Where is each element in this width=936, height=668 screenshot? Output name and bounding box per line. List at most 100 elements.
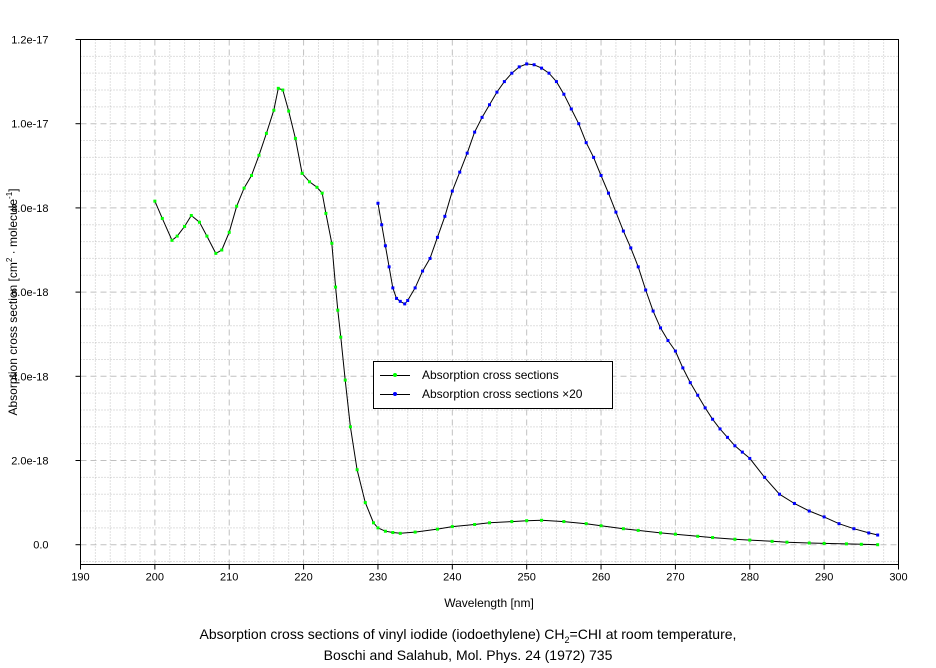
data-point-series-1 bbox=[859, 542, 863, 546]
data-point-series-1 bbox=[320, 191, 324, 195]
legend-swatch bbox=[380, 372, 410, 377]
data-point-series-2 bbox=[569, 107, 573, 111]
data-point-series-2 bbox=[428, 256, 432, 260]
data-point-series-1 bbox=[785, 540, 789, 544]
data-point-series-1 bbox=[696, 534, 700, 538]
data-point-series-2 bbox=[733, 444, 737, 448]
data-point-series-1 bbox=[315, 185, 319, 189]
x-tick-label: 270 bbox=[666, 572, 684, 584]
ticks: 190 200 210 220 230 240 250 260 270 280 290 300 0.0 2… bbox=[11, 35, 907, 584]
caption-line-2: Boschi and Salahub, Mol. Phys. 24 (1972)… bbox=[323, 647, 613, 663]
legend-item-series-1: Absorption cross sections bbox=[380, 367, 559, 383]
legend-swatch bbox=[380, 391, 410, 396]
data-point-series-2 bbox=[621, 229, 625, 233]
series-line-2 bbox=[377, 63, 878, 536]
data-point-series-1 bbox=[264, 131, 268, 135]
data-point-series-1 bbox=[293, 136, 297, 140]
data-point-series-2 bbox=[599, 173, 603, 177]
data-point-series-2 bbox=[510, 71, 514, 75]
legend-label: Absorption cross sections ×20 bbox=[422, 387, 583, 401]
data-point-series-1 bbox=[363, 501, 367, 505]
x-tick-label: 260 bbox=[592, 572, 610, 584]
data-point-series-1 bbox=[339, 335, 343, 339]
data-point-series-1 bbox=[383, 529, 387, 533]
data-point-series-1 bbox=[214, 251, 218, 255]
data-point-series-2 bbox=[502, 80, 506, 84]
data-point-series-1 bbox=[281, 88, 285, 92]
series-line-1 bbox=[154, 87, 878, 546]
x-tick-label: 250 bbox=[518, 572, 536, 584]
data-point-series-1 bbox=[355, 468, 359, 472]
data-point-series-2 bbox=[458, 170, 462, 174]
data-point-series-1 bbox=[621, 527, 625, 531]
data-point-series-2 bbox=[387, 265, 391, 269]
data-point-series-1 bbox=[510, 520, 514, 524]
data-point-series-2 bbox=[532, 63, 536, 67]
data-point-series-1 bbox=[287, 109, 291, 113]
data-point-series-1 bbox=[257, 153, 261, 157]
data-point-series-1 bbox=[636, 528, 640, 532]
data-point-series-1 bbox=[175, 234, 179, 238]
data-point-series-2 bbox=[465, 151, 469, 155]
data-point-series-1 bbox=[170, 238, 174, 242]
data-point-series-1 bbox=[844, 542, 848, 546]
y-axis-label: Absorption cross section [cm2 · molecule… bbox=[5, 188, 20, 415]
data-point-series-2 bbox=[584, 141, 588, 145]
data-point-series-1 bbox=[770, 539, 774, 543]
x-tick-label: 220 bbox=[294, 572, 312, 584]
data-point-series-2 bbox=[398, 299, 402, 303]
plot-frame bbox=[80, 39, 899, 565]
data-point-series-1 bbox=[659, 531, 663, 535]
data-point-series-1 bbox=[348, 425, 352, 429]
data-point-series-2 bbox=[540, 66, 544, 70]
data-point-series-1 bbox=[525, 519, 529, 523]
data-point-series-2 bbox=[644, 288, 648, 292]
data-point-series-2 bbox=[517, 65, 521, 69]
data-point-series-2 bbox=[554, 80, 558, 84]
data-point-series-2 bbox=[807, 509, 811, 513]
data-point-series-2 bbox=[688, 381, 692, 385]
data-point-series-1 bbox=[324, 211, 328, 215]
data-point-series-1 bbox=[391, 531, 395, 535]
y-tick-label: 8.0e-18 bbox=[11, 203, 48, 215]
data-point-series-2 bbox=[792, 501, 796, 505]
y-tick-label: 2.0e-18 bbox=[11, 456, 48, 468]
x-tick-label: 230 bbox=[369, 572, 387, 584]
data-point-series-2 bbox=[718, 427, 722, 431]
data-point-series-1 bbox=[343, 378, 347, 382]
data-point-series-2 bbox=[763, 475, 767, 479]
data-point-series-1 bbox=[822, 541, 826, 545]
x-tick-label: 290 bbox=[815, 572, 833, 584]
data-point-series-1 bbox=[308, 180, 312, 184]
data-point-series-2 bbox=[659, 326, 663, 330]
data-point-series-2 bbox=[495, 90, 499, 94]
data-point-series-2 bbox=[606, 191, 610, 195]
data-point-series-1 bbox=[413, 530, 417, 534]
data-point-series-2 bbox=[629, 246, 633, 250]
data-point-series-2 bbox=[867, 531, 871, 535]
data-point-series-2 bbox=[614, 210, 618, 214]
data-point-series-2 bbox=[525, 62, 529, 66]
data-point-series-1 bbox=[599, 524, 603, 528]
data-point-series-1 bbox=[300, 171, 304, 175]
data-point-series-1 bbox=[227, 230, 231, 234]
data-point-series-2 bbox=[673, 349, 677, 353]
x-tick-label: 210 bbox=[220, 572, 238, 584]
data-point-series-1 bbox=[711, 536, 715, 540]
data-point-series-2 bbox=[376, 201, 380, 205]
data-point-series-2 bbox=[421, 269, 425, 273]
data-point-series-2 bbox=[383, 244, 387, 248]
x-tick-label: 240 bbox=[443, 572, 461, 584]
data-point-series-2 bbox=[852, 527, 856, 531]
data-point-series-2 bbox=[666, 339, 670, 343]
data-point-series-2 bbox=[577, 122, 581, 126]
data-point-series-1 bbox=[450, 525, 454, 529]
data-point-series-1 bbox=[876, 543, 880, 547]
x-tick-label: 280 bbox=[741, 572, 759, 584]
data-point-series-1 bbox=[733, 537, 737, 541]
data-point-series-2 bbox=[395, 296, 399, 300]
data-point-series-1 bbox=[584, 522, 588, 526]
x-tick-label: 200 bbox=[146, 572, 164, 584]
data-point-series-1 bbox=[540, 518, 544, 522]
